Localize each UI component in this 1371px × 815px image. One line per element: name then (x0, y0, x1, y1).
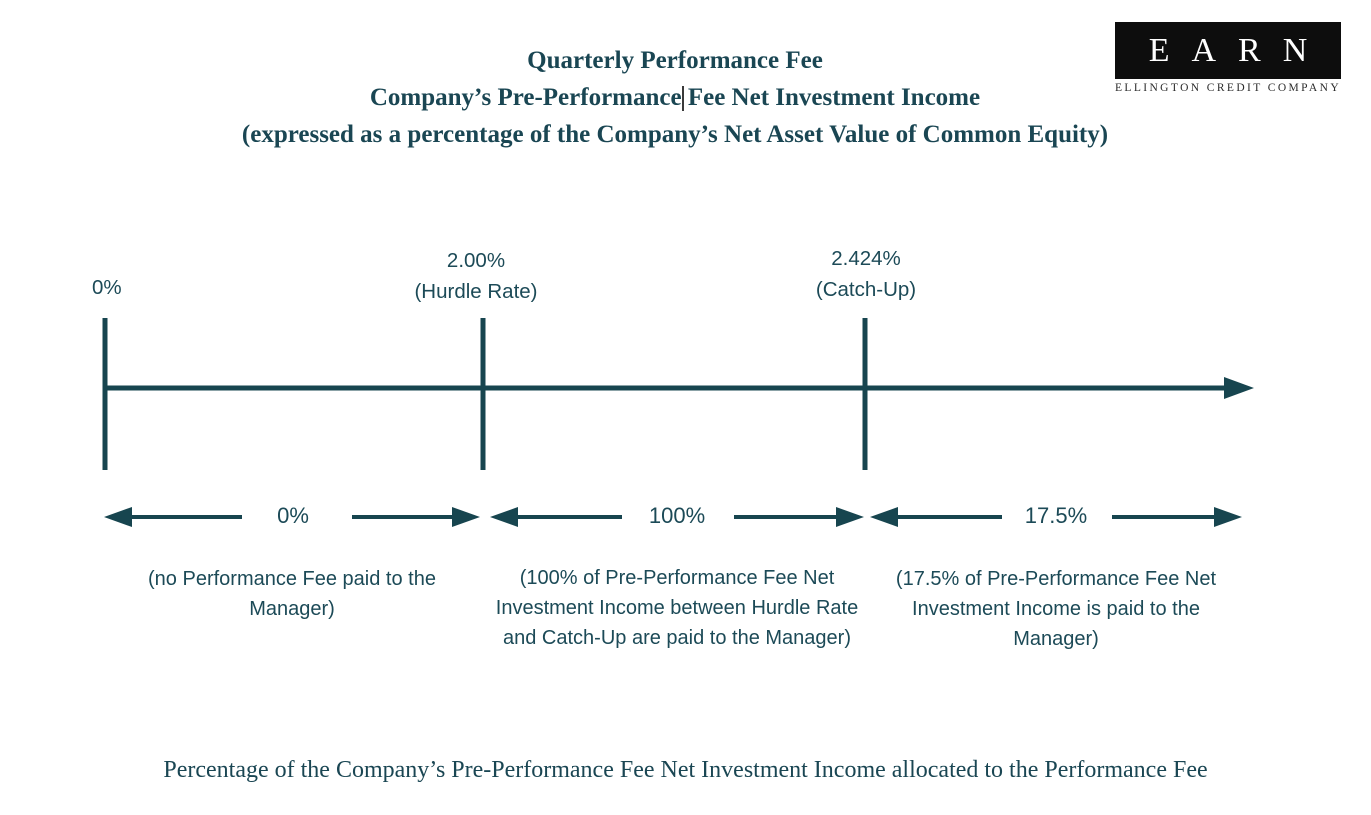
earn-logo: EARN (1115, 22, 1341, 79)
tick-label-hurdle-rate: 2.00% (Hurdle Rate) (376, 245, 576, 307)
tick-label-hurdle-rate-value: 2.00% (446, 249, 506, 272)
tick-label-hurdle-rate-sub: (Hurdle Rate) (414, 280, 538, 303)
page-title: Quarterly Performance Fee Company’s Pre-… (0, 42, 1350, 153)
logo-company-name: ELLINGTON CREDIT COMPANY (1114, 82, 1342, 94)
segment2-right-arrowhead (836, 507, 864, 527)
tick-label-catch-up-sub: (Catch-Up) (815, 278, 917, 301)
segment3-left-arrowhead (870, 507, 898, 527)
segment2-left-arrowhead (490, 507, 518, 527)
segment2-caption: (100% of Pre-Performance Fee Net Investm… (495, 567, 859, 649)
title-line-2: Company’s Pre-Performance Fee Net Invest… (369, 84, 981, 111)
footer-caption: Percentage of the Company’s Pre-Performa… (163, 757, 1208, 783)
segment1-right-arrowhead (452, 507, 480, 527)
tick-label-0pct: 0% (92, 276, 122, 299)
tick-label-catch-up: 2.424% (Catch-Up) (766, 243, 966, 305)
title-line-1: Quarterly Performance Fee (527, 47, 823, 74)
axis-arrowhead (1224, 377, 1254, 399)
tick-label-catch-up-value: 2.424% (831, 247, 901, 270)
segment3-label: 17.5% (1024, 503, 1088, 528)
segment1-caption: (no Performance Fee paid to the Manager) (148, 568, 436, 620)
text-cursor-artifact (682, 86, 684, 111)
segment3-right-arrowhead (1214, 507, 1242, 527)
segment2-label: 100% (648, 503, 706, 528)
logo-acronym: EARN (1148, 31, 1330, 69)
segment1-label: 0% (277, 503, 309, 528)
segment1-left-arrowhead (104, 507, 132, 527)
title-line-3: (expressed as a percentage of the Compan… (241, 121, 1109, 148)
segment3-caption: (17.5% of Pre-Performance Fee Net Invest… (895, 568, 1217, 650)
